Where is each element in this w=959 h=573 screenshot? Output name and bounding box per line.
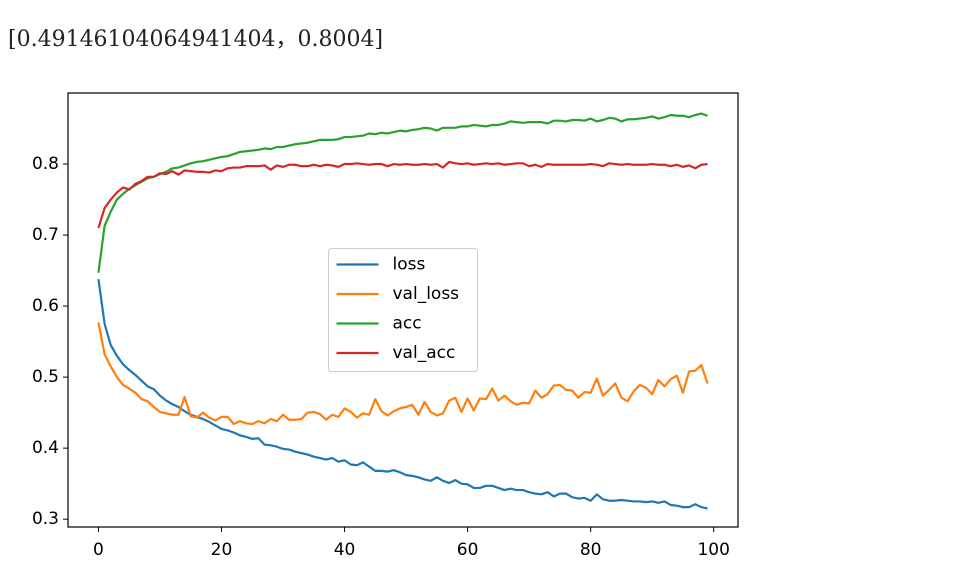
x-tick-label: 20	[211, 540, 233, 560]
x-tick-label: 40	[334, 540, 356, 560]
legend-label: val_acc	[393, 343, 456, 363]
y-tick-label: 0.3	[32, 509, 59, 529]
y-tick-label: 0.7	[32, 225, 59, 245]
x-tick-label: 100	[697, 540, 729, 560]
x-tick-label: 60	[457, 540, 479, 560]
plot: 0.3 0.4 0.5 0.6 0.7 0.8 0 20 40 60 80 100 loss val_lo…	[32, 92, 739, 560]
y-tick-label: 0.6	[32, 296, 59, 316]
series-line	[97, 112, 708, 273]
y-tick-label: 0.4	[32, 438, 59, 458]
x-tick-label: 0	[93, 540, 104, 560]
legend-label: val_loss	[393, 284, 460, 304]
series-line	[97, 322, 709, 426]
y-tick-label: 0.8	[32, 154, 59, 174]
legend-label: acc	[393, 314, 422, 334]
printed-output: [0.49146104064941404，0.8004]	[8, 27, 383, 52]
series-line	[97, 278, 708, 510]
y-tick-label: 0.5	[32, 367, 59, 387]
legend-label: loss	[393, 255, 426, 275]
series-line	[97, 160, 708, 229]
axes-frame	[67, 92, 739, 528]
x-tick-label: 80	[580, 540, 602, 560]
legend-box	[328, 248, 478, 372]
